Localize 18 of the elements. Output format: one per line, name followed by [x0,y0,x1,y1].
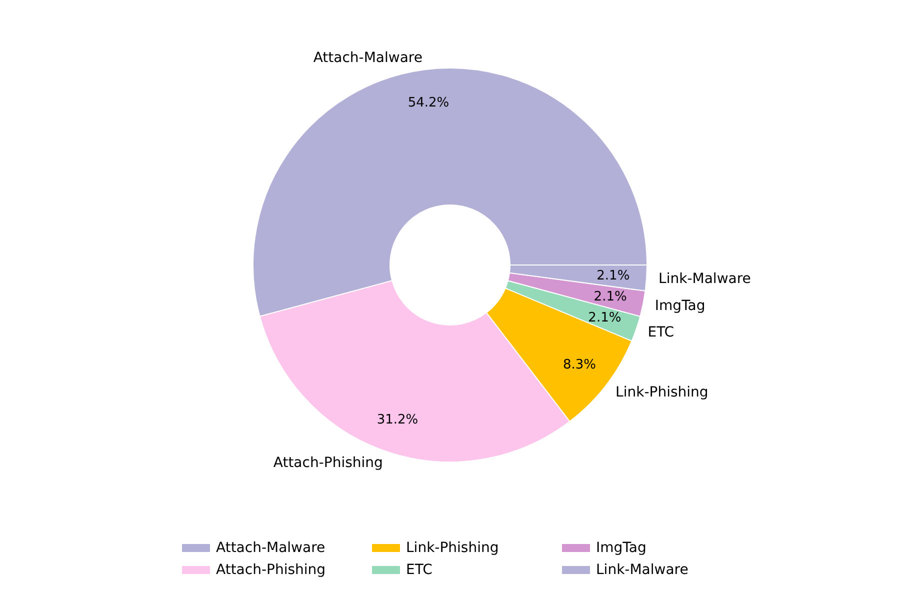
legend-label: ETC [406,562,433,578]
legend-label: ImgTag [596,540,646,556]
slice-label: Link-Phishing [616,384,708,401]
data-label: 2.1% [588,310,622,326]
legend-label: Link-Malware [596,562,688,578]
data-label: 2.1% [596,268,630,284]
data-label: 8.3% [562,357,596,372]
slice-label: ETC [648,324,674,341]
slice-label: Link-Malware [658,270,751,287]
data-label: 31.2% [376,412,418,428]
data-label: 54.2% [408,95,450,110]
data-label: 2.1% [594,290,627,305]
legend-label: Link-Phishing [406,540,499,556]
legend-label: Attach-Malware [216,540,326,556]
slice-label: Attach-Phishing [273,454,383,471]
slice-label: ImgTag [654,298,706,314]
legend-label: Attach-Phishing [216,562,326,578]
slice-label: Attach-Malware [313,50,423,66]
